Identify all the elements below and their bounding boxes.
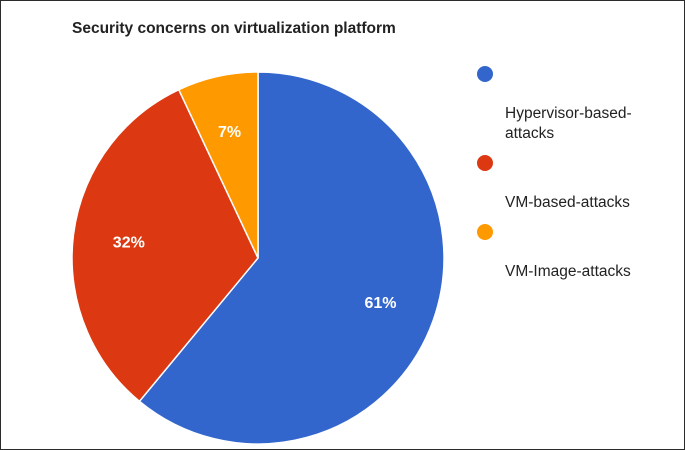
pie-slice-vm-based-attacks[interactable]: [71, 88, 259, 403]
legend-label-hypervisor-based-attacks: Hypervisor-based- attacks: [505, 105, 632, 142]
legend-swatch-vm-image-attacks: [477, 224, 493, 240]
pie-label-vm-based-attacks: 32%: [113, 235, 145, 252]
pie-label-vm-image-attacks: 7%: [218, 124, 241, 141]
legend-swatch-hypervisor-based-attacks: [477, 66, 493, 82]
legend-item-hypervisor-based-attacks[interactable]: Hypervisor-based- attacks: [477, 64, 682, 144]
pie-slice-hypervisor-based-attacks[interactable]: [138, 71, 445, 445]
pie-label-hypervisor-based-attacks: 61%: [364, 295, 396, 312]
chart-title: Security concerns on virtualization plat…: [72, 20, 396, 37]
legend-item-vm-based-attacks[interactable]: VM-based-attacks: [477, 153, 682, 213]
legend: Hypervisor-based- attacks VM-based-attac…: [477, 64, 682, 291]
pie-slice-vm-image-attacks[interactable]: [177, 71, 259, 259]
legend-swatch-vm-based-attacks: [477, 155, 493, 171]
legend-item-vm-image-attacks[interactable]: VM-Image-attacks: [477, 222, 682, 282]
legend-label-vm-image-attacks: VM-Image-attacks: [505, 263, 631, 280]
legend-label-vm-based-attacks: VM-based-attacks: [505, 194, 630, 211]
